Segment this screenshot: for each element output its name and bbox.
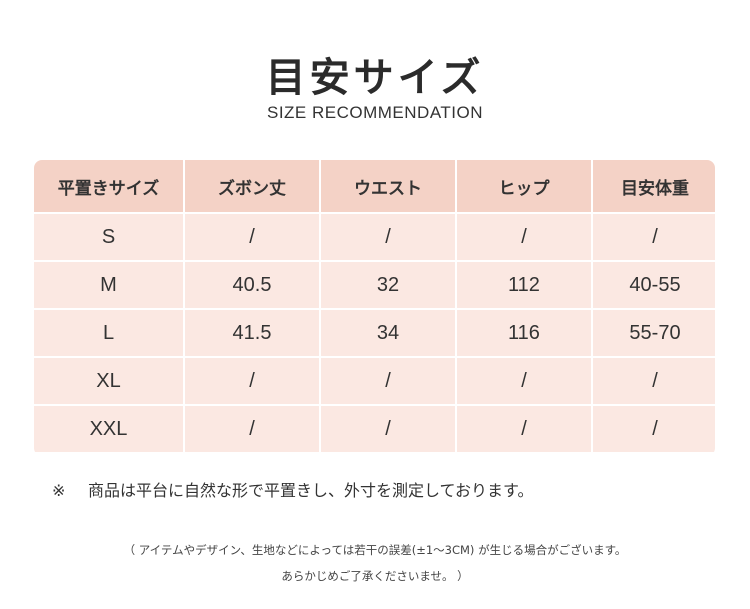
table-cell: /	[321, 358, 455, 404]
table-row: XXL / / / /	[34, 406, 715, 452]
disclaimer-line: あらかじめご了承くださいませ。 ）	[281, 569, 469, 583]
table-cell: /	[185, 358, 319, 404]
table-cell: /	[593, 358, 715, 404]
table-cell: 40.5	[185, 262, 319, 308]
column-header-weight: 目安体重	[593, 160, 715, 212]
table-cell: XL	[34, 358, 183, 404]
table-cell: 40-55	[593, 262, 715, 308]
measurement-note: ※ 商品は平台に自然な形で平置きし、外寸を測定しております。	[52, 478, 732, 504]
table-cell: /	[457, 214, 591, 260]
table-cell: /	[185, 214, 319, 260]
table-cell: 32	[321, 262, 455, 308]
table-cell: M	[34, 262, 183, 308]
table-header-row: 平置きサイズ ズボン丈 ウエスト ヒップ 目安体重	[34, 160, 715, 212]
table-cell: /	[321, 406, 455, 452]
table-cell: 116	[457, 310, 591, 356]
table-row: S / / / /	[34, 214, 715, 260]
table-cell: /	[457, 406, 591, 452]
table-cell: 34	[321, 310, 455, 356]
column-header-length: ズボン丈	[185, 160, 319, 212]
note-mark: ※	[52, 481, 66, 500]
table-row: L 41.5 34 116 55-70	[34, 310, 715, 356]
disclaimer-line: （ アイテムやデザイン、生地などによっては若干の誤差(±1～3CM) が生じる場…	[123, 543, 627, 557]
table-cell: S	[34, 214, 183, 260]
note-text: 商品は平台に自然な形で平置きし、外寸を測定しております。	[88, 481, 534, 500]
table-cell: L	[34, 310, 183, 356]
table-row: XL / / / /	[34, 358, 715, 404]
table-cell: XXL	[34, 406, 183, 452]
table-cell: /	[593, 214, 715, 260]
column-header-size: 平置きサイズ	[34, 160, 183, 212]
table-row: M 40.5 32 112 40-55	[34, 262, 715, 308]
table-cell: /	[185, 406, 319, 452]
disclaimer: （ アイテムやデザイン、生地などによっては若干の誤差(±1～3CM) が生じる場…	[0, 537, 750, 589]
table-cell: /	[457, 358, 591, 404]
size-table-container: 平置きサイズ ズボン丈 ウエスト ヒップ 目安体重 S / / / / M 40…	[34, 160, 715, 456]
table-cell: 41.5	[185, 310, 319, 356]
table-cell: 112	[457, 262, 591, 308]
table-cell: 55-70	[593, 310, 715, 356]
size-table: 平置きサイズ ズボン丈 ウエスト ヒップ 目安体重 S / / / / M 40…	[34, 160, 715, 454]
table-cell: /	[321, 214, 455, 260]
column-header-hip: ヒップ	[457, 160, 591, 212]
page-subtitle: SIZE RECOMMENDATION	[266, 103, 484, 122]
table-cell: /	[593, 406, 715, 452]
page-title: 目安サイズ	[265, 55, 485, 101]
column-header-waist: ウエスト	[321, 160, 455, 212]
